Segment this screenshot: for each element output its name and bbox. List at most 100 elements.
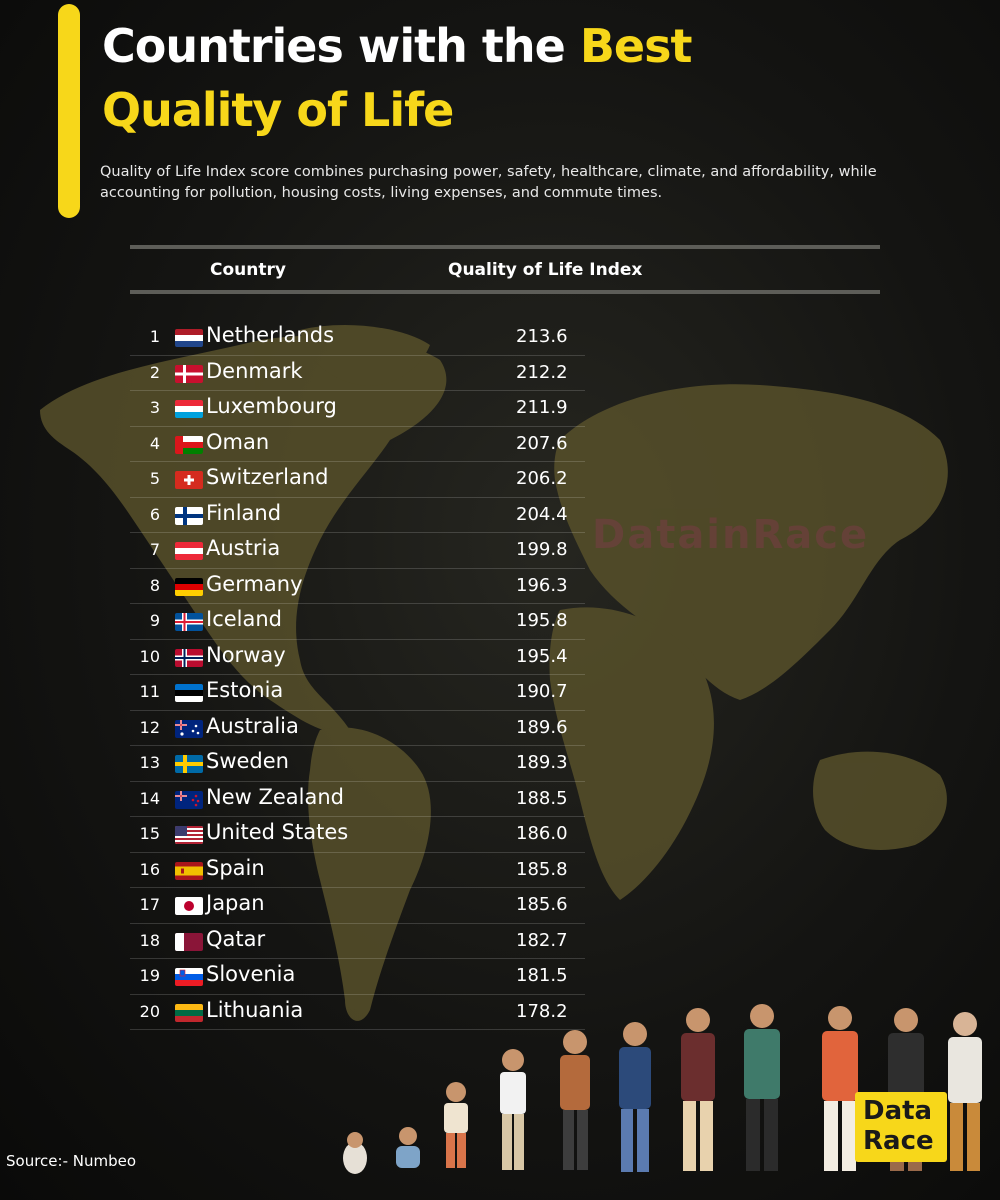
qatar-flag-icon [175, 932, 203, 951]
table-row: 13 Sweden 189.3 [130, 746, 585, 782]
united-states-flag-icon [175, 826, 203, 844]
index-value: 213.6 [516, 326, 568, 347]
rank-number: 3 [149, 398, 160, 417]
south-america-shape [308, 727, 431, 1021]
denmark-flag-icon [175, 364, 203, 383]
country-name: Estonia [206, 678, 284, 702]
switzerland-flag-icon [175, 471, 203, 489]
country-name: Lithuania [206, 997, 304, 1022]
table-row: 8 Germany 196.3 [130, 569, 585, 604]
rank-number: 2 [149, 362, 160, 382]
north-america-shape [40, 335, 447, 733]
table-row: 17 Japan 185.6 [130, 888, 585, 924]
ranking-table: 1 Netherlands 213.6 2 Denmark 212.2 3 Luxembour… [130, 320, 585, 1030]
table-row: 19 Slovenia 181.5 [130, 959, 585, 995]
luxembourg-flag-icon [175, 400, 203, 418]
header-rule-top [130, 245, 880, 249]
country-name: United States [206, 820, 349, 844]
table-row: 9 Iceland 195.8 [130, 604, 585, 640]
rank-number: 16 [139, 859, 160, 879]
rank-number: 1 [149, 327, 160, 346]
index-value: 211.9 [516, 397, 568, 418]
table-row: 12 Australia 189.6 [130, 711, 585, 746]
watermark: DatainRace [592, 512, 870, 558]
country-name: Switzerland [206, 465, 329, 489]
source-note: Source:- Numbeo [6, 1152, 137, 1170]
rank-number: 19 [139, 966, 160, 985]
oman-flag-icon [175, 435, 203, 454]
country-name: Denmark [206, 358, 303, 383]
header-rule-bottom [130, 290, 880, 294]
page-title: Countries with the Best Quality of Life [102, 19, 693, 137]
column-header-country: Country [210, 260, 286, 280]
country-name: Sweden [206, 749, 289, 773]
rank-number: 11 [139, 682, 160, 701]
index-value: 181.5 [516, 965, 568, 986]
title-line-2: Quality of Life [102, 83, 454, 137]
index-value: 196.3 [516, 574, 568, 596]
index-value: 189.3 [516, 752, 568, 773]
country-name: Iceland [206, 607, 283, 631]
germany-flag-icon [175, 577, 203, 596]
logo-line-2: Race [863, 1126, 934, 1156]
table-row: 7 Austria 199.8 [130, 533, 585, 569]
country-name: Netherlands [206, 323, 335, 347]
country-name: Germany [206, 571, 303, 596]
australia-flag-icon [175, 719, 203, 738]
rank-number: 18 [139, 930, 160, 950]
rank-number: 17 [139, 895, 160, 914]
title-highlight: Best [579, 19, 693, 73]
rank-number: 6 [149, 504, 160, 524]
logo-line-1: Data [863, 1096, 933, 1126]
europe-asia-shape [554, 384, 948, 700]
subtitle: Quality of Life Index score combines pur… [100, 164, 877, 201]
index-value: 195.8 [516, 610, 568, 631]
index-value: 186.0 [516, 823, 568, 844]
greenland-shape [300, 325, 430, 386]
rank-number: 15 [139, 824, 160, 843]
rank-number: 7 [149, 540, 160, 559]
country-name: Japan [206, 891, 265, 915]
table-row: 11 Estonia 190.7 [130, 675, 585, 711]
rank-number: 5 [149, 469, 160, 488]
table-row: 18 Qatar 182.7 [130, 924, 585, 959]
table-row: 1 Netherlands 213.6 [130, 320, 585, 356]
rank-number: 14 [139, 788, 160, 808]
new-zealand-flag-icon [175, 790, 203, 809]
brand-logo: Data Race [855, 1092, 947, 1162]
table-row: 15 United States 186.0 [130, 817, 585, 853]
japan-flag-icon [175, 897, 203, 915]
table-row: 5 Switzerland 206.2 [130, 462, 585, 498]
index-value: 185.8 [516, 858, 568, 880]
table-row: 16 Spain 185.8 [130, 853, 585, 888]
rank-number: 8 [149, 575, 160, 595]
rank-number: 12 [139, 717, 160, 737]
country-name: Australia [206, 713, 299, 738]
index-value: 185.6 [516, 894, 568, 915]
rank-number: 4 [149, 433, 160, 453]
index-value: 212.2 [516, 361, 568, 383]
country-name: Norway [206, 642, 286, 667]
table-row: 20 Lithuania 178.2 [130, 995, 585, 1030]
title-accent-bar [58, 4, 80, 218]
slovenia-flag-icon [175, 968, 203, 986]
country-name: New Zealand [206, 784, 344, 809]
column-header-index: Quality of Life Index [448, 260, 643, 280]
index-value: 190.7 [516, 681, 568, 702]
rank-number: 13 [139, 753, 160, 772]
table-row: 4 Oman 207.6 [130, 427, 585, 462]
country-name: Austria [206, 536, 281, 560]
netherlands-flag-icon [175, 329, 203, 347]
norway-flag-icon [175, 648, 203, 667]
index-value: 178.2 [516, 1000, 568, 1022]
index-value: 206.2 [516, 468, 568, 489]
country-name: Finland [206, 500, 282, 525]
index-value: 195.4 [516, 645, 568, 667]
rank-number: 9 [149, 611, 160, 630]
index-value: 204.4 [516, 503, 568, 525]
country-name: Luxembourg [206, 394, 337, 418]
rank-number: 10 [139, 646, 160, 666]
country-name: Slovenia [206, 962, 296, 986]
austria-flag-icon [175, 542, 203, 560]
table-row: 14 New Zealand 188.5 [130, 782, 585, 817]
